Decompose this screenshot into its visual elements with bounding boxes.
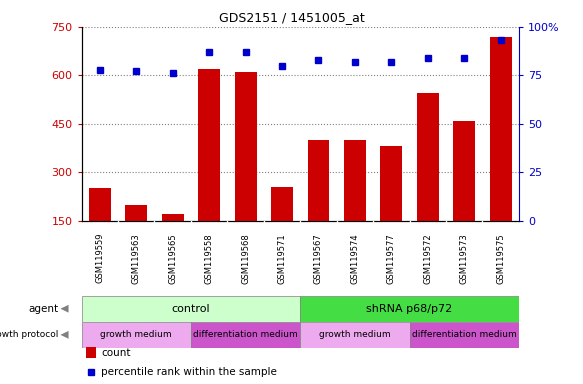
- Bar: [198, 69, 220, 221]
- Bar: [86, 347, 96, 358]
- Text: GSM119565: GSM119565: [168, 233, 177, 283]
- Text: GSM119571: GSM119571: [278, 233, 286, 283]
- Text: GSM119558: GSM119558: [205, 233, 213, 283]
- Bar: [490, 36, 512, 221]
- Bar: [454, 121, 475, 221]
- Text: growth medium: growth medium: [100, 330, 172, 339]
- Text: growth medium: growth medium: [319, 330, 391, 339]
- Polygon shape: [61, 331, 69, 339]
- Text: GDS2151 / 1451005_at: GDS2151 / 1451005_at: [219, 12, 364, 25]
- Text: shRNA p68/p72: shRNA p68/p72: [367, 304, 452, 314]
- Text: GSM119574: GSM119574: [350, 233, 359, 283]
- Text: GSM119559: GSM119559: [96, 233, 104, 283]
- Bar: [82, 296, 300, 322]
- Text: GSM119573: GSM119573: [460, 233, 469, 284]
- Bar: [409, 322, 519, 348]
- Bar: [161, 214, 184, 221]
- Text: GSM119568: GSM119568: [241, 233, 250, 284]
- Bar: [381, 146, 402, 221]
- Text: differentiation medium: differentiation medium: [412, 330, 517, 339]
- Polygon shape: [61, 305, 69, 313]
- Bar: [125, 205, 147, 221]
- Bar: [300, 322, 409, 348]
- Text: differentiation medium: differentiation medium: [193, 330, 298, 339]
- Text: percentile rank within the sample: percentile rank within the sample: [101, 367, 277, 377]
- Text: agent: agent: [29, 304, 59, 314]
- Bar: [89, 189, 111, 221]
- Text: GSM119577: GSM119577: [387, 233, 396, 284]
- Bar: [300, 296, 519, 322]
- Text: GSM119563: GSM119563: [132, 233, 141, 284]
- Text: growth protocol: growth protocol: [0, 330, 59, 339]
- Text: control: control: [171, 304, 210, 314]
- Bar: [82, 322, 191, 348]
- Text: GSM119567: GSM119567: [314, 233, 323, 284]
- Text: GSM119572: GSM119572: [423, 233, 432, 283]
- Bar: [271, 187, 293, 221]
- Bar: [308, 140, 329, 221]
- Text: GSM119575: GSM119575: [496, 233, 505, 283]
- Bar: [344, 140, 366, 221]
- Bar: [234, 72, 257, 221]
- Bar: [417, 93, 438, 221]
- Text: count: count: [101, 348, 131, 358]
- Bar: [191, 322, 300, 348]
